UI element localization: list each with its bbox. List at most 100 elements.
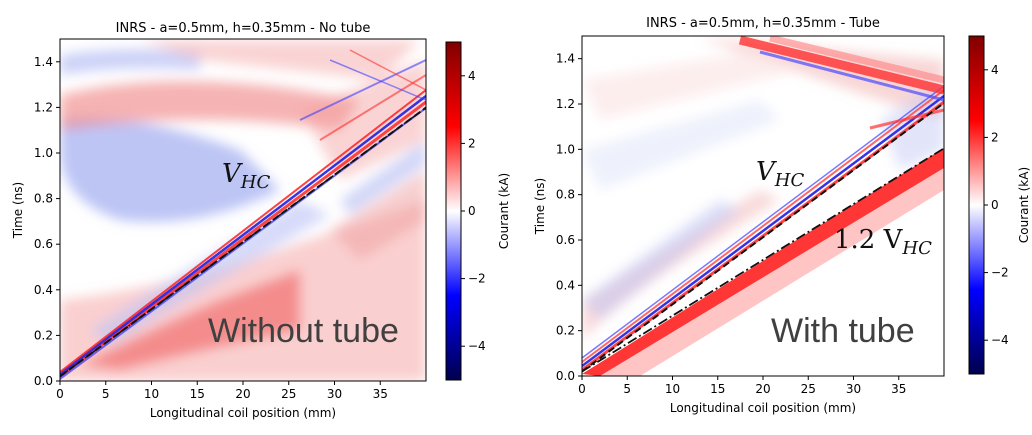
y-tick: 1.0 xyxy=(556,142,582,156)
colorbar-ticks: −4 −2 0 2 4 xyxy=(461,69,486,353)
colorbar-tick: −2 xyxy=(984,266,1009,280)
y-tick-label: 1.0 xyxy=(556,142,575,156)
colorbar-tick: 2 xyxy=(461,136,476,150)
y-tick-label: 1.4 xyxy=(34,55,53,69)
x-tick: 5 xyxy=(623,376,631,396)
x-tick-label: 30 xyxy=(327,387,342,401)
heatmap-field xyxy=(60,40,426,381)
x-axis: 0 5 10 15 20 25 30 35 xyxy=(578,376,906,396)
y-tick: 1.0 xyxy=(34,146,60,160)
vhc-subscript: HC xyxy=(240,172,271,193)
x-axis-label: Longitudinal coil position (mm) xyxy=(670,401,856,415)
y-tick: 0.2 xyxy=(556,324,582,338)
colorbar-tick-label: −4 xyxy=(468,339,486,353)
y-tick: 0.4 xyxy=(34,283,60,297)
x-tick-label: 5 xyxy=(102,387,110,401)
x-tick-label: 0 xyxy=(56,387,64,401)
colorbar-label: Courant (kA) xyxy=(497,173,511,249)
colorbar-tick-label: 2 xyxy=(991,130,999,144)
y-tick-label: 0.0 xyxy=(556,369,575,383)
vhc-annotation: VHC xyxy=(756,157,804,191)
x-axis-label: Longitudinal coil position (mm) xyxy=(150,406,336,420)
vhc-annotation: VHC xyxy=(222,159,270,193)
y-tick-label: 0.0 xyxy=(34,374,53,388)
y-tick: 0.0 xyxy=(556,369,582,383)
x-tick-label: 20 xyxy=(235,387,250,401)
colorbar xyxy=(968,35,985,375)
panel-no-tube: INRS - a=0.5mm, h=0.35mm - No tube xyxy=(11,21,511,420)
x-tick: 20 xyxy=(235,381,251,401)
y-tick-label: 0.8 xyxy=(556,188,575,202)
x-tick-label: 35 xyxy=(373,387,388,401)
wavefront-stripes xyxy=(582,36,944,376)
with-tube-label: With tube xyxy=(771,312,915,350)
y-tick-label: 1.4 xyxy=(556,52,575,66)
x-tick: 30 xyxy=(846,376,861,396)
y-tick: 0.2 xyxy=(34,328,60,342)
y-axis-label: Time (ns) xyxy=(11,182,25,239)
colorbar-tick: −4 xyxy=(461,339,486,353)
colorbar-tick-label: 0 xyxy=(468,204,476,218)
colorbar-tick-label: −2 xyxy=(468,272,486,286)
x-tick-label: 20 xyxy=(755,382,770,396)
y-axis-label: Time (ns) xyxy=(533,178,547,235)
x-tick-label: 25 xyxy=(801,382,816,396)
x-tick: 15 xyxy=(710,376,725,396)
colorbar-tick-label: 4 xyxy=(991,63,999,77)
y-tick-label: 1.2 xyxy=(34,100,53,114)
y-tick-label: 0.2 xyxy=(556,324,575,338)
vhc-1-2-subscript: HC xyxy=(901,238,932,259)
x-tick: 15 xyxy=(190,381,205,401)
heatmap-field xyxy=(582,38,944,340)
x-tick: 25 xyxy=(801,376,816,396)
x-tick-label: 15 xyxy=(190,387,205,401)
colorbar-tick: 0 xyxy=(984,198,999,212)
velocity-line-dashdot xyxy=(582,147,944,373)
y-tick: 0.6 xyxy=(34,237,60,251)
x-tick-label: 25 xyxy=(281,387,296,401)
panel-tube: INRS - a=0.5mm, h=0.35mm - Tube xyxy=(533,16,1031,415)
y-tick: 0.4 xyxy=(556,278,582,292)
y-tick-label: 1.0 xyxy=(34,146,53,160)
x-tick: 30 xyxy=(327,381,342,401)
vhc-letter: V xyxy=(756,157,777,187)
x-tick: 35 xyxy=(373,381,388,401)
heatmap-area xyxy=(582,36,944,376)
x-tick-label: 15 xyxy=(710,382,725,396)
vhc-letter: V xyxy=(222,159,243,189)
y-tick: 1.4 xyxy=(556,52,582,66)
x-tick-label: 35 xyxy=(891,382,906,396)
vhc-1-2-annotation: 1.2 VHC xyxy=(834,225,932,259)
chart-title: INRS - a=0.5mm, h=0.35mm - Tube xyxy=(646,16,880,31)
without-tube-label: Without tube xyxy=(208,312,399,350)
colorbar-tick: 0 xyxy=(461,204,476,218)
y-tick: 1.4 xyxy=(34,55,60,69)
x-tick-label: 0 xyxy=(578,382,586,396)
x-tick-label: 5 xyxy=(623,382,631,396)
colorbar-tick: −2 xyxy=(461,272,486,286)
x-tick: 25 xyxy=(281,381,296,401)
colorbar-tick: −4 xyxy=(984,333,1009,347)
vhc-subscript: HC xyxy=(774,170,805,191)
vhc-1-2-letter: 1.2 V xyxy=(834,225,904,255)
y-tick-label: 0.6 xyxy=(34,237,53,251)
colorbar-tick-label: 2 xyxy=(468,136,476,150)
y-tick-label: 0.2 xyxy=(34,328,53,342)
y-tick-label: 0.4 xyxy=(34,283,53,297)
x-tick-label: 10 xyxy=(144,387,159,401)
x-tick: 10 xyxy=(665,376,680,396)
x-axis: 0 5 10 15 20 25 30 35 xyxy=(56,381,388,401)
y-tick-label: 0.6 xyxy=(556,233,575,247)
colorbar-tick: 2 xyxy=(984,130,999,144)
y-tick-label: 0.4 xyxy=(556,278,575,292)
colorbar-tick-label: −2 xyxy=(991,266,1009,280)
colorbar xyxy=(445,41,462,381)
colorbar-tick-label: 0 xyxy=(991,198,999,212)
velocity-line-dashed xyxy=(582,102,944,373)
heatmap-area xyxy=(60,39,426,381)
y-tick: 0.8 xyxy=(34,192,60,206)
x-tick: 5 xyxy=(102,381,110,401)
colorbar-label: Courant (kA) xyxy=(1017,167,1031,243)
y-tick: 0.8 xyxy=(556,188,582,202)
